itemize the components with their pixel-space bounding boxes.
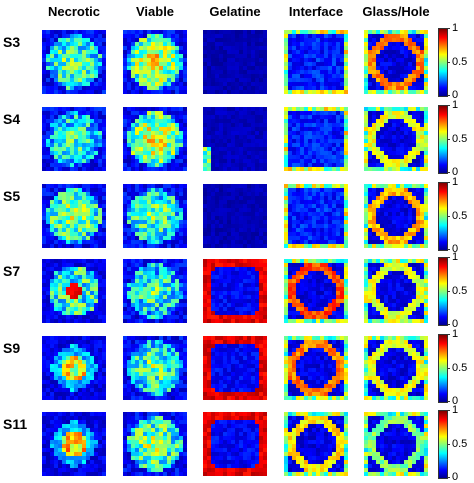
colorbar-tick-label: 0.5	[452, 438, 468, 450]
colorbar-tickmark	[447, 216, 450, 217]
colorbar-tick-label: 0	[452, 471, 459, 483]
colorbar-tick-label: 0	[452, 243, 459, 255]
column-header-viable: Viable	[135, 4, 175, 19]
heatmap-s11-glass-hole	[364, 412, 428, 476]
colorbar-tickmark	[447, 291, 450, 292]
heatmap-s7-viable	[123, 259, 187, 323]
colorbar-tick-label: 1	[452, 176, 459, 188]
colorbar-tickmark	[447, 368, 450, 369]
colorbar-tickmark	[447, 444, 450, 445]
heatmap-s3-necrotic	[42, 30, 106, 94]
colorbar-tickmark	[447, 410, 450, 411]
colorbar-tickmark	[447, 105, 450, 106]
heatmap-s3-interface	[284, 30, 348, 94]
colorbar-tickmark	[447, 334, 450, 335]
heatmap-s9-gelatine	[203, 336, 267, 400]
colorbar-tickmark	[447, 95, 450, 96]
heatmap-s5-interface	[284, 184, 348, 248]
colorbar-tick-label: 0	[452, 166, 459, 178]
heatmap-s7-interface	[284, 259, 348, 323]
heatmap-s4-viable	[123, 107, 187, 171]
colorbar-tick-label: 0.5	[452, 56, 468, 68]
row-label-s5: S5	[3, 188, 21, 204]
heatmap-s9-necrotic	[42, 336, 106, 400]
colorbar-tickmark	[447, 139, 450, 140]
heatmap-s5-glass-hole	[364, 184, 428, 248]
heatmap-s11-interface	[284, 412, 348, 476]
heatmap-s4-glass-hole	[364, 107, 428, 171]
heatmap-s11-necrotic	[42, 412, 106, 476]
heatmap-s9-viable	[123, 336, 187, 400]
heatmap-s5-viable	[123, 184, 187, 248]
colorbar-tickmark	[447, 401, 450, 402]
heatmap-s5-gelatine	[203, 184, 267, 248]
row-label-s9: S9	[3, 340, 21, 356]
row-label-s7: S7	[3, 263, 21, 279]
colorbar-tick-label: 1	[452, 404, 459, 416]
heatmap-s3-viable	[123, 30, 187, 94]
heatmap-s3-gelatine	[203, 30, 267, 94]
row-label-s4: S4	[3, 111, 21, 127]
colorbar-tick-label: 0.5	[452, 362, 468, 374]
colorbar-tickmark	[447, 62, 450, 63]
colorbar-tickmark	[447, 249, 450, 250]
heatmap-s9-interface	[284, 336, 348, 400]
heatmap-s11-gelatine	[203, 412, 267, 476]
heatmap-s7-necrotic	[42, 259, 106, 323]
colorbar-tick-label: 0.5	[452, 210, 468, 222]
heatmap-s7-glass-hole	[364, 259, 428, 323]
colorbar-tickmark	[447, 257, 450, 258]
column-header-gelatine: Gelatine	[209, 4, 261, 19]
colorbar-tick-label: 0	[452, 395, 459, 407]
colorbar-tick-label: 0	[452, 89, 459, 101]
column-header-interface: Interface	[288, 4, 344, 19]
colorbar-tick-label: 0.5	[452, 133, 468, 145]
row-label-s3: S3	[3, 34, 21, 50]
colorbar-tickmark	[447, 324, 450, 325]
colorbar-tickmark	[447, 182, 450, 183]
colorbar-tick-label: 1	[452, 328, 459, 340]
heatmap-s3-glass-hole	[364, 30, 428, 94]
heatmap-s4-interface	[284, 107, 348, 171]
column-header-glass-hole: Glass/Hole	[362, 4, 430, 19]
colorbar-tick-label: 0	[452, 318, 459, 330]
heatmap-s4-necrotic	[42, 107, 106, 171]
colorbar-tick-label: 1	[452, 22, 459, 34]
heatmap-s4-gelatine	[203, 107, 267, 171]
heatmap-s9-glass-hole	[364, 336, 428, 400]
colorbar-tick-label: 0.5	[452, 285, 468, 297]
heatmap-s5-necrotic	[42, 184, 106, 248]
colorbar-tick-label: 1	[452, 99, 459, 111]
heatmap-s7-gelatine	[203, 259, 267, 323]
colorbar-tickmark	[447, 28, 450, 29]
colorbar-tickmark	[447, 172, 450, 173]
column-header-necrotic: Necrotic	[47, 4, 101, 19]
heatmap-s11-viable	[123, 412, 187, 476]
colorbar-tick-label: 1	[452, 251, 459, 263]
row-label-s11: S11	[3, 416, 28, 432]
